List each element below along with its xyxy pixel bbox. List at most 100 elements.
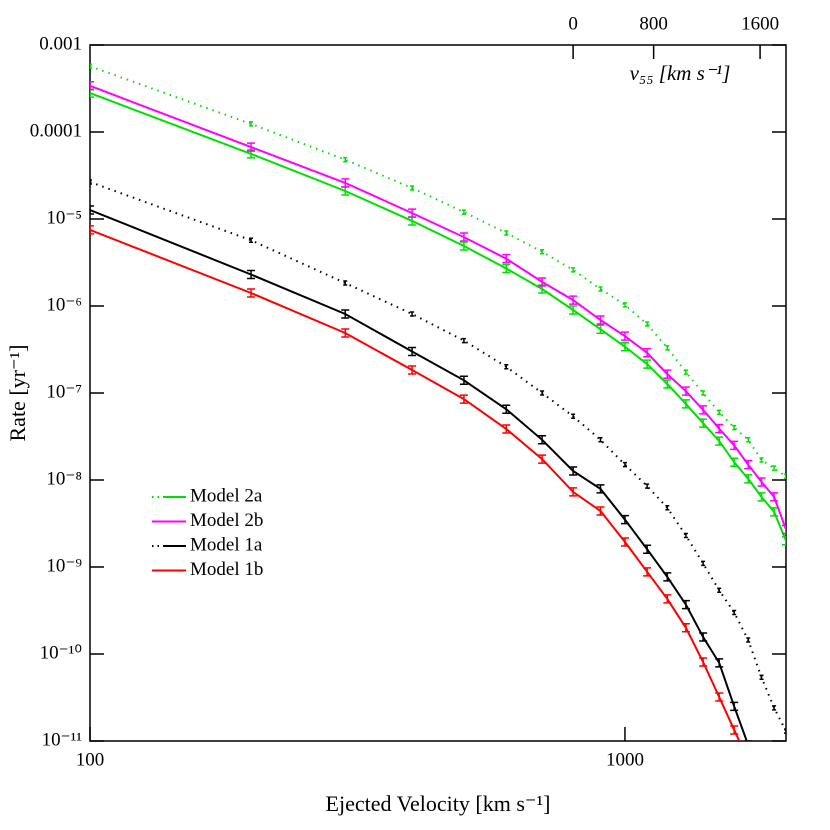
y-tick-label: 0.001 xyxy=(39,33,82,54)
point-marker xyxy=(784,473,786,480)
point-marker xyxy=(502,253,511,264)
point-marker xyxy=(746,637,751,643)
point-marker xyxy=(744,459,753,470)
point-marker xyxy=(461,209,466,215)
y-tick-label: 0.0001 xyxy=(30,120,82,141)
point-marker xyxy=(643,567,652,577)
point-marker xyxy=(90,179,92,185)
point-marker xyxy=(730,701,739,712)
point-marker xyxy=(772,465,777,471)
point-marker xyxy=(247,269,256,280)
point-marker xyxy=(730,725,739,735)
point-marker xyxy=(663,369,672,379)
point-marker xyxy=(596,315,605,325)
point-marker xyxy=(504,364,509,370)
point-marker xyxy=(715,436,724,446)
series-line xyxy=(90,84,786,530)
point-marker xyxy=(663,594,672,604)
point-marker xyxy=(681,399,690,409)
point-marker xyxy=(620,514,629,525)
point-marker xyxy=(665,345,670,351)
point-marker xyxy=(681,623,690,633)
y-tick-label: 10⁻¹¹ xyxy=(42,729,83,750)
point-marker xyxy=(341,178,350,188)
point-marker xyxy=(408,365,417,375)
point-marker xyxy=(90,81,94,91)
point-marker xyxy=(645,483,650,489)
point-marker xyxy=(343,156,348,163)
point-marker xyxy=(663,572,672,582)
point-marker xyxy=(717,409,722,416)
x2-tick-label: 0 xyxy=(568,13,578,34)
point-marker xyxy=(538,454,547,464)
point-marker xyxy=(620,537,629,547)
series-line xyxy=(90,228,741,741)
point-marker xyxy=(504,230,509,236)
point-marker xyxy=(538,435,547,445)
point-marker xyxy=(770,507,779,517)
point-marker xyxy=(459,394,468,404)
point-marker xyxy=(538,277,547,287)
legend-label: Model 1b xyxy=(190,559,263,580)
point-marker xyxy=(502,263,511,274)
point-marker xyxy=(598,286,603,292)
y-tick-label: 10⁻⁷ xyxy=(46,381,82,402)
point-marker xyxy=(643,359,652,369)
point-marker xyxy=(772,705,777,711)
point-marker xyxy=(782,524,786,535)
point-marker xyxy=(699,418,708,428)
point-marker xyxy=(247,142,256,152)
series-line xyxy=(90,209,748,741)
x-axis-title: Ejected Velocity [km s⁻¹] xyxy=(326,791,551,816)
point-marker xyxy=(744,756,752,764)
point-marker xyxy=(759,457,764,463)
point-marker xyxy=(746,437,751,443)
point-marker xyxy=(341,309,350,319)
series-line xyxy=(90,181,786,732)
point-marker xyxy=(784,728,786,734)
point-marker xyxy=(757,477,766,487)
point-marker xyxy=(569,487,578,497)
point-marker xyxy=(759,674,764,681)
point-marker xyxy=(770,492,779,502)
point-marker xyxy=(596,506,605,516)
point-marker xyxy=(569,305,578,315)
legend-label: Model 2b xyxy=(190,510,263,531)
point-marker xyxy=(643,348,652,358)
point-marker xyxy=(681,599,690,610)
point-marker xyxy=(408,346,417,357)
point-marker xyxy=(502,404,511,415)
plot-frame xyxy=(89,44,787,742)
point-marker xyxy=(645,321,650,327)
y-tick-label: 10⁻¹⁰ xyxy=(40,642,82,663)
point-marker xyxy=(90,225,94,235)
point-marker xyxy=(715,692,724,702)
y-tick-label: 10⁻⁹ xyxy=(46,555,82,576)
point-marker xyxy=(699,657,708,667)
point-marker xyxy=(90,205,94,215)
point-marker xyxy=(90,63,92,69)
point-marker xyxy=(757,492,766,502)
point-marker xyxy=(701,390,706,396)
point-marker xyxy=(598,437,603,443)
point-marker xyxy=(596,484,605,494)
point-marker xyxy=(717,587,722,594)
legend-label: Model 2a xyxy=(190,485,263,506)
point-marker xyxy=(410,185,415,191)
point-marker xyxy=(249,121,254,127)
x-tick-label: 1000 xyxy=(606,749,644,770)
point-marker xyxy=(249,237,254,243)
point-marker xyxy=(744,474,753,484)
point-marker xyxy=(683,369,688,375)
x2-axis-title: v₅₅ [km s⁻¹] xyxy=(630,61,731,85)
x-tick-label: 100 xyxy=(76,749,105,770)
point-marker xyxy=(571,413,576,420)
point-marker xyxy=(782,536,786,546)
point-marker xyxy=(408,208,417,218)
point-marker xyxy=(744,740,753,741)
point-marker xyxy=(622,302,627,308)
point-marker xyxy=(683,532,688,539)
point-marker xyxy=(341,328,350,338)
point-marker xyxy=(459,241,468,251)
